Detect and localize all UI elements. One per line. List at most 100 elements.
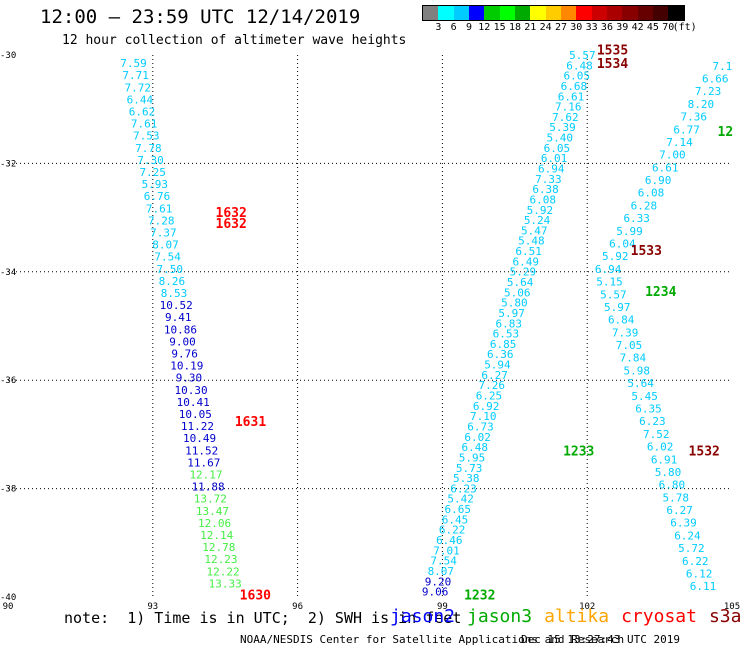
wave-height-value: 5.47 — [521, 224, 548, 237]
wave-height-value: 7.39 — [612, 326, 639, 339]
color-scale-swatch — [560, 6, 577, 20]
color-scale-label: 12 — [478, 22, 491, 33]
wave-height-value: 6.22 — [682, 555, 709, 568]
pass-time-label: 1630 — [240, 588, 271, 603]
wave-height-value: 11.52 — [185, 444, 218, 457]
color-scale-swatch — [423, 6, 439, 20]
wave-height-value: 5.39 — [549, 121, 576, 134]
wave-height-value: 10.30 — [175, 384, 208, 397]
wave-height-value: 5.97 — [604, 301, 631, 314]
pass-time-label: 1631 — [235, 415, 266, 430]
wave-height-value: 5.95 — [459, 451, 486, 464]
wave-height-value: 5.24 — [524, 214, 551, 227]
wave-height-value: 10.52 — [160, 299, 193, 312]
wave-height-value: 5.99 — [616, 225, 643, 238]
wave-height-value: 5.73 — [456, 462, 483, 475]
wave-height-value: 7.72 — [125, 81, 152, 94]
pass-time-label: 1232 — [464, 588, 495, 603]
wave-height-value: 5.15 — [596, 276, 623, 289]
wave-height-value: 6.84 — [608, 314, 635, 327]
color-scale-swatch — [530, 6, 546, 20]
wave-height-value: 7.26 — [479, 379, 506, 392]
wave-height-value: 12.23 — [204, 553, 237, 566]
lon-tick-label: 93 — [147, 602, 158, 612]
wave-height-value: 7.1 — [712, 60, 732, 73]
color-scale-label: 33 — [585, 22, 598, 33]
wave-height-value: 12.78 — [202, 541, 235, 554]
wave-height-value: 5.80 — [655, 466, 682, 479]
color-scale-boxes — [422, 5, 685, 21]
wave-height-value: 5.40 — [546, 132, 573, 145]
footnote: note: 1) Time is in UTC; 2) SWH is in fe… — [64, 609, 462, 627]
wave-height-value: 6.01 — [541, 152, 568, 165]
wave-height-value: 5.97 — [498, 307, 525, 320]
wave-height-value: 5.93 — [142, 178, 169, 191]
wave-height-value: 9.41 — [165, 311, 192, 324]
pass-time-label: 1534 — [597, 57, 628, 72]
wave-height-value: 6.44 — [127, 93, 154, 106]
wave-height-value: 6.25 — [476, 390, 503, 403]
color-scale-label: 15 — [493, 22, 506, 33]
wave-height-value: 6.02 — [647, 441, 674, 454]
wave-height-value: 6.11 — [690, 580, 717, 593]
wave-height-value: 7.84 — [620, 352, 647, 365]
wave-height-value: 6.08 — [529, 193, 556, 206]
wave-height-value: 7.78 — [135, 142, 162, 155]
wave-height-value: 10.86 — [164, 323, 197, 336]
page-title: 12:00 – 23:59 UTC 12/14/2019 — [40, 6, 361, 28]
wave-height-value: 5.45 — [631, 390, 658, 403]
wave-height-value: 6.36 — [487, 348, 514, 361]
pass-time-label: 1233 — [563, 445, 594, 460]
satellite-legend-item: cryosat — [621, 606, 697, 627]
pass-time-label: 1234 — [645, 285, 676, 300]
color-scale-label: 39 — [616, 22, 629, 33]
wave-height-value: 6.83 — [496, 317, 523, 330]
wave-height-value: 7.37 — [150, 227, 177, 240]
wave-height-value: 9.30 — [176, 372, 203, 385]
wave-height-value: 12.14 — [200, 529, 233, 542]
wave-height-value: 10.49 — [183, 432, 216, 445]
color-scale-label: 70 — [662, 22, 675, 33]
pass-time-label: 1535 — [597, 44, 628, 59]
color-scale-swatch — [514, 6, 531, 20]
wave-height-value: 7.33 — [535, 173, 562, 186]
color-scale-swatch — [637, 6, 653, 20]
wave-height-value: 6.91 — [651, 453, 678, 466]
wave-height-value: 7.54 — [430, 555, 457, 568]
wave-height-value: 6.39 — [670, 517, 697, 530]
wave-height-value: 13.33 — [209, 577, 242, 590]
wave-height-value: 5.57 — [569, 49, 596, 62]
color-scale-label: 6 — [450, 22, 457, 33]
wave-height-value: 7.36 — [681, 111, 708, 124]
wave-height-value: 5.92 — [602, 250, 629, 263]
wave-height-value: 6.94 — [595, 263, 622, 276]
wave-height-value: 13.47 — [196, 505, 229, 518]
color-scale-swatch — [468, 6, 485, 20]
wave-height-value: 5.57 — [600, 288, 627, 301]
pass-time-label: 1632 — [216, 206, 247, 221]
wave-height-value: 7.71 — [122, 69, 149, 82]
lat-tick-label: -34 — [0, 268, 16, 278]
wave-height-value: 6.49 — [513, 255, 540, 268]
wave-height-value: 12.22 — [207, 565, 240, 578]
wave-height-value: 10.05 — [179, 408, 212, 421]
wave-height-value: 6.05 — [563, 70, 590, 83]
wave-height-value: 6.23 — [450, 482, 477, 495]
color-scale-unit: (ft) — [672, 22, 697, 33]
wave-height-value: 7.30 — [137, 154, 164, 167]
wave-height-value: 6.62 — [129, 106, 156, 119]
wave-height-value: 6.90 — [645, 174, 672, 187]
wave-height-value: 7.14 — [666, 136, 693, 149]
generated-timestamp: Dec 15 13:27:43 UTC 2019 — [521, 633, 680, 646]
wave-height-value: 6.05 — [544, 142, 571, 155]
color-scale-swatch — [652, 6, 669, 20]
wave-height-value: 13.72 — [194, 493, 227, 506]
credit-line: NOAA/NESDIS Center for Satellite Applica… — [240, 633, 625, 646]
color-scale-label: 21 — [524, 22, 537, 33]
wave-height-value: 6.46 — [436, 534, 463, 547]
wave-height-value: 5.78 — [663, 491, 690, 504]
wave-height-value: 6.65 — [445, 503, 472, 516]
wave-height-value: 6.68 — [561, 80, 588, 93]
wave-height-value: 6.24 — [674, 529, 701, 542]
